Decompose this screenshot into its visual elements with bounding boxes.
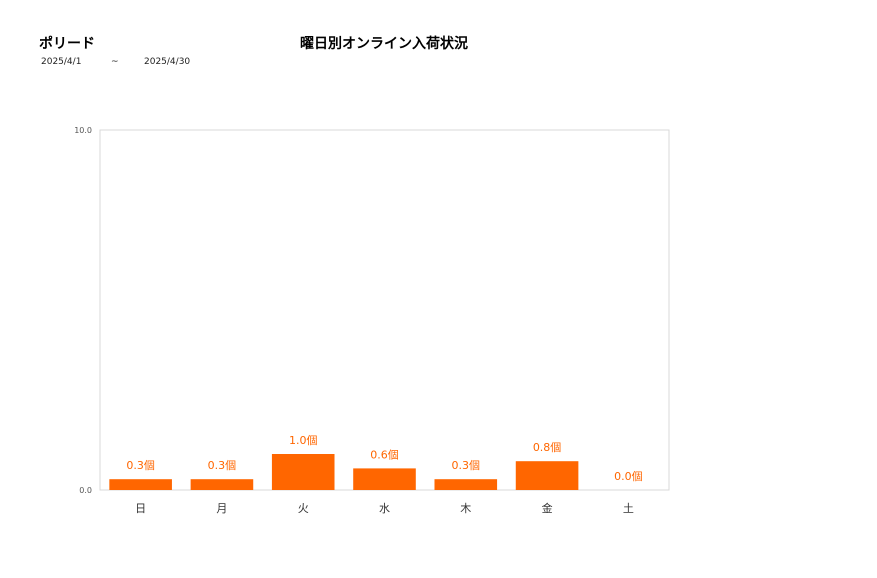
bar-data-label: 0.3個 [452, 459, 481, 472]
bar-data-label: 0.3個 [208, 459, 237, 472]
x-category-label: 月 [216, 502, 227, 515]
bar [515, 461, 579, 490]
x-category-label: 日 [135, 502, 146, 515]
bar-data-label: 0.8個 [533, 441, 562, 454]
y-tick-label: 0.0 [79, 486, 92, 495]
bar [353, 468, 416, 490]
bar [109, 479, 172, 490]
bar-data-label: 1.0個 [289, 434, 318, 447]
date-range-start: 2025/4/1 [41, 57, 82, 67]
date-range-end: 2025/4/30 [144, 57, 191, 67]
bar [190, 479, 254, 490]
plot-area [99, 129, 670, 491]
x-category-label: 金 [542, 501, 553, 515]
bar-data-label: 0.6個 [370, 448, 399, 461]
date-range-separator: ~ [111, 57, 119, 67]
x-category-label: 木 [460, 502, 471, 515]
bar-data-label: 0.3個 [126, 459, 155, 472]
bar [434, 479, 498, 490]
x-category-label: 水 [379, 502, 390, 515]
bar [271, 454, 335, 490]
brand-name: ポリード [39, 36, 95, 52]
chart-title: 曜日別オンライン入荷状況 [300, 36, 468, 52]
bar-data-label: 0.0個 [614, 470, 643, 483]
x-category-label: 火 [298, 502, 309, 515]
y-tick-label: 10.0 [74, 126, 92, 135]
x-category-label: 土 [623, 502, 634, 515]
